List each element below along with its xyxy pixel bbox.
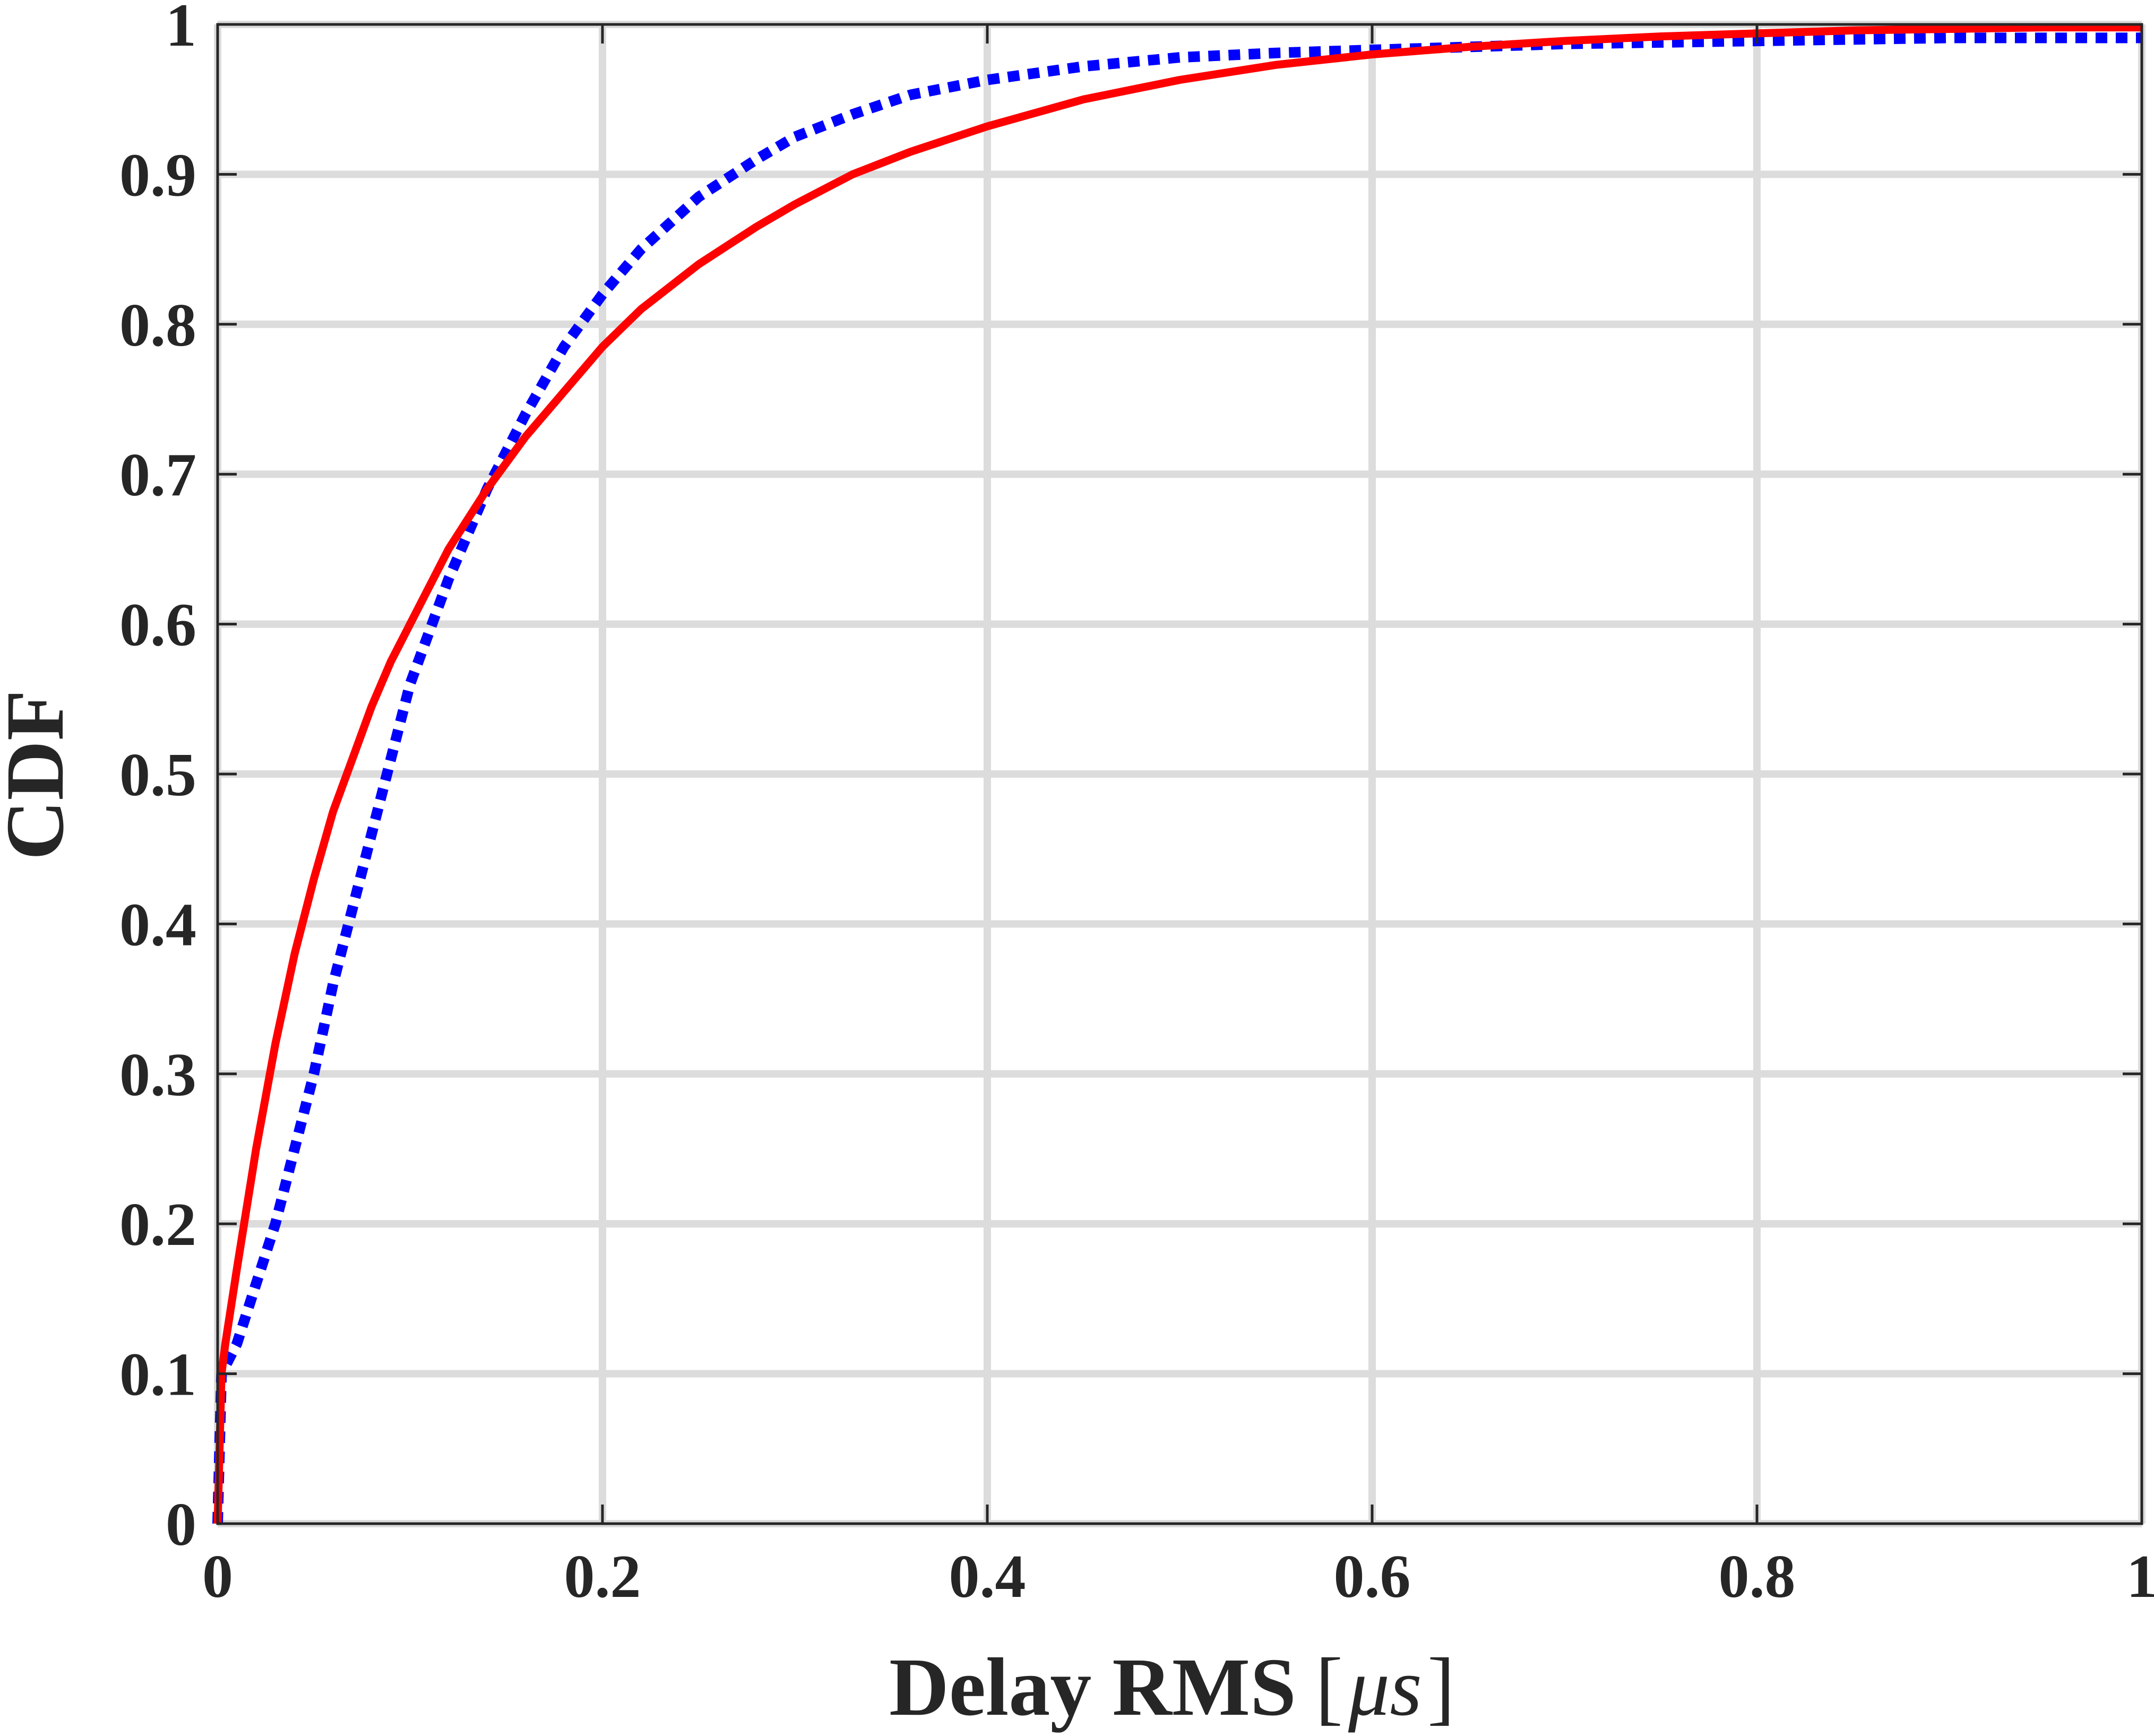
series-lines bbox=[212, 23, 2142, 1524]
y-tick-label: 0.9 bbox=[119, 141, 196, 209]
x-axis-label: Delay RMS bbox=[889, 1641, 1296, 1733]
y-tick-label: 0.8 bbox=[119, 291, 196, 359]
x-tick-label: 0.2 bbox=[564, 1543, 641, 1611]
y-tick-label: 0.6 bbox=[119, 591, 196, 659]
y-tick-label: 1 bbox=[166, 0, 196, 59]
x-tick-label: 0.4 bbox=[949, 1543, 1026, 1611]
y-axis-title: CDF bbox=[0, 690, 81, 861]
y-tick-label: 0.7 bbox=[119, 441, 196, 509]
x-axis-unit-open: [ bbox=[1315, 1641, 1343, 1733]
y-tick-label: 0.4 bbox=[119, 891, 196, 959]
x-axis-title: Delay RMS [μs] bbox=[889, 1641, 1455, 1733]
x-tick-label: 0.8 bbox=[1719, 1543, 1796, 1611]
y-tick-label: 0.3 bbox=[119, 1041, 196, 1109]
y-tick-label: 0 bbox=[166, 1491, 196, 1559]
y-tick-label: 0.2 bbox=[119, 1191, 196, 1259]
axis-ticks bbox=[216, 23, 2143, 1525]
y-tick-label: 0.5 bbox=[119, 741, 196, 809]
x-axis-unit: μs bbox=[1348, 1641, 1422, 1733]
y-tick-labels: 0 0.1 0.2 0.3 0.4 0.5 0.6 0.7 0.8 0.9 1 bbox=[119, 0, 196, 1559]
x-tick-label: 0.6 bbox=[1334, 1543, 1411, 1611]
x-tick-labels: 0 0.2 0.4 0.6 0.8 1 bbox=[202, 1543, 2154, 1611]
series-line-blue-dotted bbox=[212, 32, 2142, 1524]
x-tick-label: 1 bbox=[2126, 1543, 2154, 1611]
x-tick-label: 0 bbox=[202, 1543, 233, 1611]
x-axis-unit-close: ] bbox=[1427, 1641, 1455, 1733]
y-tick-label: 0.1 bbox=[119, 1341, 196, 1409]
series-line-red-solid bbox=[213, 23, 2142, 1524]
